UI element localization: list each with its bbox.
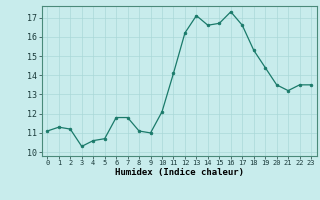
X-axis label: Humidex (Indice chaleur): Humidex (Indice chaleur) [115, 168, 244, 177]
